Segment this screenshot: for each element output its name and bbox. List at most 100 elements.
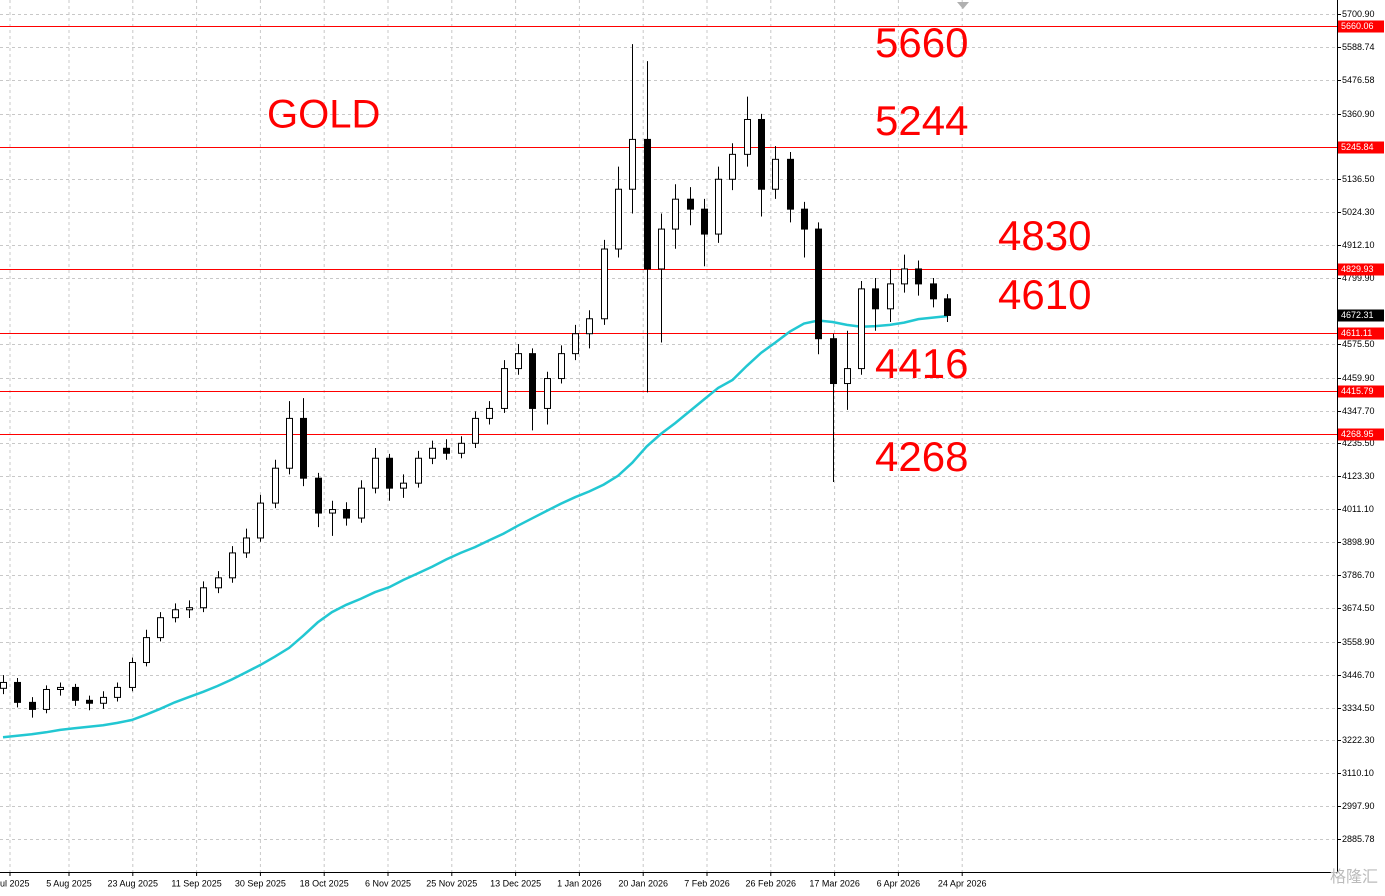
candle-body (57, 686, 64, 690)
candle-body (129, 662, 136, 688)
level-annotation: 5244 (875, 97, 968, 144)
y-tick-label: 4011.10 (1342, 504, 1374, 514)
moving-average (2, 314, 948, 739)
candle-body (787, 158, 794, 210)
candles (0, 44, 951, 739)
candle-body (715, 178, 722, 235)
x-tick-label: 20 Jan 2026 (618, 878, 668, 888)
y-tick-label: 3786.70 (1342, 570, 1375, 580)
y-tick-label: 3446.70 (1342, 670, 1375, 680)
y-tick-label: 3898.90 (1342, 537, 1375, 547)
candle-body (143, 637, 150, 664)
candle-body (901, 268, 908, 285)
candle-body (801, 208, 808, 230)
level-price-box (1338, 141, 1384, 154)
candle-body (915, 268, 922, 285)
candle-body (200, 587, 207, 609)
level-price-box (1338, 20, 1384, 33)
x-tick-label: 17 Mar 2026 (809, 878, 860, 888)
y-tick-label: 2885.78 (1342, 834, 1375, 844)
axis-labels: 5700.90 5588.74 5476.58 5360.90 5136.50 5024.… (0, 9, 1384, 888)
candle-body (157, 617, 164, 639)
candle-body (944, 298, 951, 316)
candle-body (372, 457, 379, 489)
candle-body (343, 509, 350, 519)
level-price-label: 4268.95 (1341, 429, 1374, 439)
candle-body (586, 318, 593, 335)
candle-body (772, 158, 779, 190)
y-tick-label: 2997.90 (1342, 801, 1375, 811)
candle-body (930, 283, 937, 300)
candle-body (272, 467, 279, 504)
x-tick-label: 5 Aug 2025 (46, 878, 92, 888)
candle-body (329, 509, 336, 514)
candle-body (29, 701, 36, 710)
y-tick-label: 4799.90 (1342, 273, 1375, 283)
candle-body (443, 447, 450, 454)
y-tick-label: 4912.10 (1342, 240, 1375, 250)
y-tick-label: 5360.90 (1342, 109, 1375, 119)
level-annotation: 5660 (875, 19, 968, 66)
x-tick-label: 13 Dec 2025 (490, 878, 541, 888)
candle-body (14, 681, 21, 703)
candle-body (672, 198, 679, 230)
y-tick-label: 4575.50 (1342, 339, 1375, 349)
candle-body (400, 482, 407, 489)
y-tick-label: 3674.50 (1342, 603, 1375, 613)
candle-body (72, 686, 79, 701)
candle-body (572, 333, 579, 355)
candle-body (687, 198, 694, 210)
x-tick-label: 26 Feb 2026 (746, 878, 797, 888)
levels: 5660 5244 4830 4610 4416 4268 (0, 19, 1337, 480)
candle-body (858, 288, 865, 370)
candle-body (472, 417, 479, 444)
candle-body (544, 378, 551, 409)
candle-body (701, 208, 708, 235)
candle-body (458, 442, 465, 454)
candle-body (429, 447, 436, 459)
candle-body (644, 138, 651, 270)
level-price-box (1338, 428, 1384, 441)
candle-body (86, 699, 93, 704)
level-price-box (1338, 263, 1384, 276)
candle-body (0, 681, 7, 689)
candle-body (758, 118, 765, 190)
level-annotation: 4610 (998, 271, 1091, 318)
candle-body (830, 338, 837, 385)
candle-body (887, 283, 894, 310)
level-price-label: 4415.79 (1341, 386, 1374, 396)
candle-body (415, 457, 422, 484)
x-tick-label: 1 Jan 2026 (557, 878, 602, 888)
y-tick-label: 5024.30 (1342, 207, 1375, 217)
level-price-box (1338, 385, 1384, 398)
candle-body (501, 368, 508, 409)
y-tick-label: 3222.30 (1342, 735, 1375, 745)
level-price-label: 4611.11 (1341, 328, 1372, 338)
level-annotation: 4268 (875, 433, 968, 480)
candle-body (358, 487, 365, 519)
y-tick-label: 3334.50 (1342, 703, 1375, 713)
y-tick-label: 5136.50 (1342, 174, 1375, 184)
y-tick-label: 4235.50 (1342, 438, 1375, 448)
x-tick-label: ul 2025 (0, 878, 30, 888)
level-price-label: 5245.84 (1341, 142, 1374, 152)
candle-body (629, 138, 636, 190)
candle-body (100, 696, 107, 704)
level-price-box (1338, 327, 1384, 340)
candle-body (300, 417, 307, 479)
candle-body (729, 153, 736, 180)
y-tick-label: 5476.58 (1342, 75, 1375, 85)
candle-body (529, 353, 536, 409)
x-tick-label: 6 Apr 2026 (877, 878, 921, 888)
y-tick-label: 4123.30 (1342, 471, 1375, 481)
candle-body (286, 417, 293, 469)
watermark: 格隆汇 (1330, 868, 1378, 886)
candle-body (243, 537, 250, 554)
candle-body (386, 457, 393, 489)
x-tick-label: 6 Nov 2025 (365, 878, 411, 888)
candle-body (215, 577, 222, 589)
candle-body (815, 228, 822, 340)
candle-body (558, 353, 565, 380)
candle-body (658, 228, 665, 270)
level-price-label: 4829.93 (1341, 264, 1374, 274)
